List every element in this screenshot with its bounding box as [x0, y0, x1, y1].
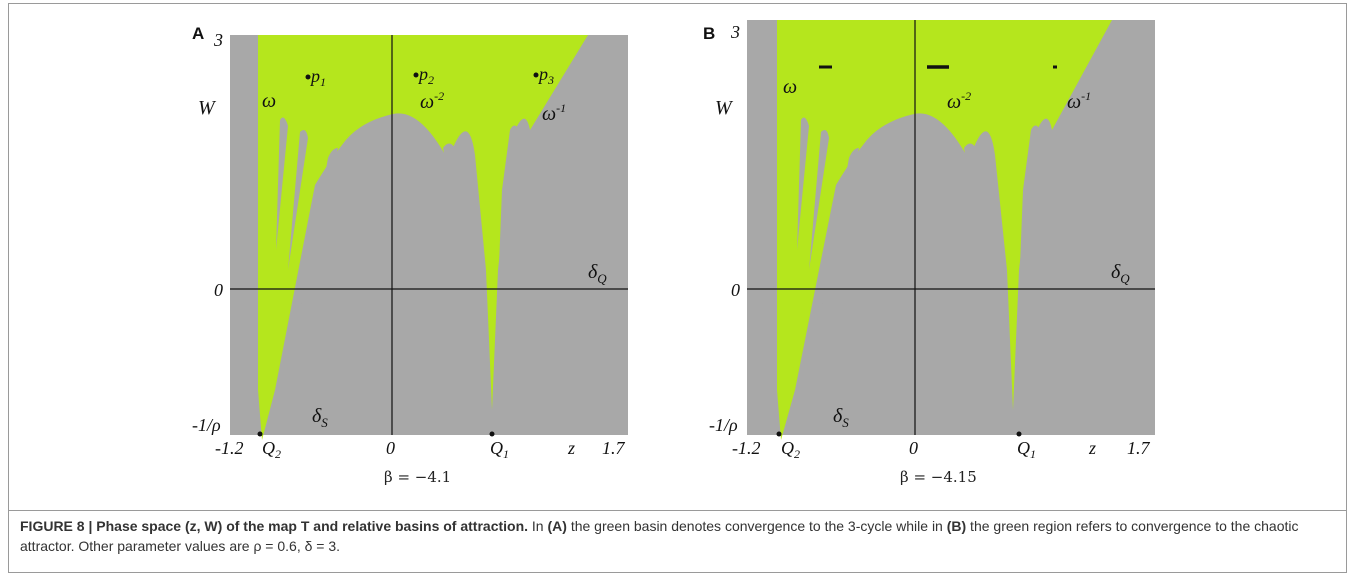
x-tick-right: 1.7 — [1127, 438, 1151, 458]
y-tick-top: 3 — [730, 22, 740, 42]
grey-spike — [300, 148, 338, 310]
point-q2 — [776, 431, 782, 437]
y-tick-top: 3 — [213, 30, 223, 50]
caption-divider — [8, 510, 1347, 511]
plot-area-a — [230, 35, 628, 440]
x-tick-left: -1.2 — [732, 438, 761, 458]
point-q1 — [1016, 431, 1022, 437]
y-axis-label: W — [715, 97, 734, 119]
point-p2 — [413, 72, 419, 78]
grey-spike — [288, 130, 308, 270]
caption-text: In — [528, 518, 548, 534]
delta-q-label: δQ — [1111, 261, 1130, 286]
x-tick-right: 1.7 — [602, 438, 626, 458]
point-p1 — [305, 74, 311, 80]
grey-spike — [821, 148, 859, 310]
grey-spike — [964, 143, 1001, 295]
grey-spike — [443, 143, 480, 295]
y-tick-bottom: -1/ρ — [192, 415, 221, 435]
x-tick-left: -1.2 — [215, 438, 244, 458]
p2-label: p2 — [417, 64, 434, 87]
grey-spike — [1019, 125, 1041, 290]
point-p3 — [533, 72, 539, 78]
y-tick-zero: 0 — [731, 280, 740, 300]
caption-ref-a: (A) — [547, 518, 567, 534]
x-axis-label: z — [1088, 438, 1096, 458]
panel-b: B 3 W 0 -1/ρ -1.2 Q2 0 Q1 z 1.7 ω ω-2 ω-… — [703, 20, 1155, 461]
panel-letter-a: A — [192, 24, 204, 43]
caption-title: FIGURE 8 | Phase space (z, W) of the map… — [20, 518, 529, 534]
x-tick-zero: 0 — [909, 438, 918, 458]
x-tick-zero: 0 — [386, 438, 395, 458]
omega-m1-label: ω-1 — [1067, 89, 1091, 113]
q2-label: Q2 — [781, 438, 800, 461]
figure-frame — [8, 3, 1347, 573]
y-axis-label: W — [198, 97, 217, 119]
omega-label: ω — [783, 76, 797, 98]
omega-m1-label: ω-1 — [542, 101, 566, 125]
q1-label: Q1 — [1017, 438, 1036, 461]
caption-text: the green region refers to convergence t… — [20, 518, 1299, 554]
delta-q-label: δQ — [588, 261, 607, 286]
green-basin — [258, 35, 588, 440]
omega-m2-label: ω-2 — [420, 89, 444, 113]
y-tick-zero: 0 — [214, 280, 223, 300]
omega-m2-label: ω-2 — [947, 89, 971, 113]
caption-ref-b: (B) — [946, 518, 967, 534]
q1-label: Q1 — [490, 438, 509, 461]
q2-label: Q2 — [262, 438, 281, 461]
grey-spike — [797, 117, 809, 250]
beta-label-b: β = −4.15 — [900, 468, 977, 486]
omega-label: ω — [262, 90, 276, 112]
x-axis-label: z — [567, 438, 575, 458]
point-q2 — [257, 431, 263, 437]
point-q1 — [489, 431, 495, 437]
grey-spike — [809, 130, 829, 270]
delta-s-label: δS — [833, 405, 849, 430]
grey-spike — [276, 117, 288, 250]
p3-label: p3 — [537, 64, 554, 87]
green-basin — [777, 20, 1112, 440]
grey-spike — [498, 125, 520, 290]
panel-letter-b: B — [703, 24, 715, 43]
p1-label: p1 — [309, 66, 326, 89]
figure-caption: FIGURE 8 | Phase space (z, W) of the map… — [20, 516, 1340, 556]
caption-text: the green basin denotes convergence to t… — [566, 518, 947, 534]
delta-s-label: δS — [312, 405, 328, 430]
y-tick-bottom: -1/ρ — [709, 415, 738, 435]
plot-area-b — [747, 20, 1155, 440]
beta-label-a: β = −4.1 — [384, 468, 452, 486]
panel-a: A 3 W 0 -1/ρ -1.2 Q2 0 Q1 z 1.7 ω ω-2 ω-… — [192, 24, 628, 461]
